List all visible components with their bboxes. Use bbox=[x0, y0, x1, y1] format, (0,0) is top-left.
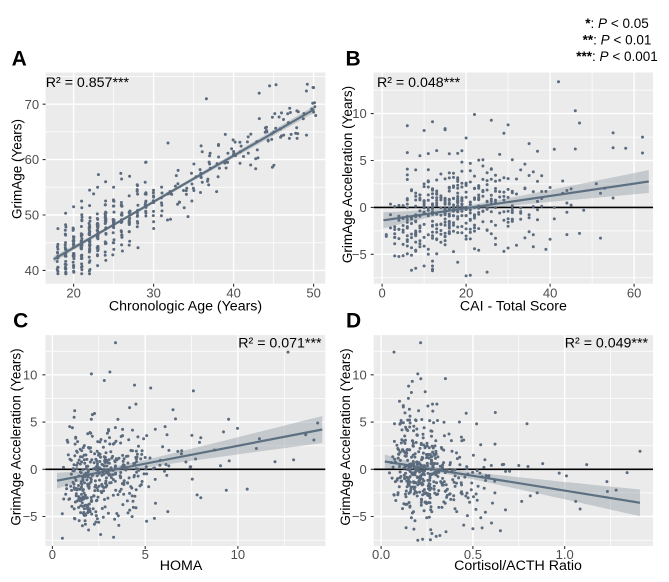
svg-text:−5: −5 bbox=[352, 509, 367, 524]
svg-text:R² = 0.857***: R² = 0.857*** bbox=[46, 75, 130, 91]
svg-text:−5: −5 bbox=[23, 509, 38, 524]
svg-text:30: 30 bbox=[146, 285, 160, 300]
svg-text:60: 60 bbox=[627, 285, 641, 300]
svg-text:50: 50 bbox=[306, 285, 320, 300]
svg-text:0: 0 bbox=[30, 462, 37, 477]
svg-text:C: C bbox=[13, 310, 28, 333]
svg-text:0: 0 bbox=[378, 285, 385, 300]
svg-text:GrimAge Acceleration (Years): GrimAge Acceleration (Years) bbox=[338, 348, 353, 525]
svg-text:5: 5 bbox=[142, 547, 149, 562]
svg-text:A: A bbox=[12, 48, 27, 71]
svg-text:20: 20 bbox=[459, 285, 473, 300]
svg-text:40: 40 bbox=[226, 285, 240, 300]
svg-text:0.0: 0.0 bbox=[372, 547, 390, 562]
svg-text:Chronologic Age (Years): Chronologic Age (Years) bbox=[109, 299, 262, 315]
svg-text:10: 10 bbox=[231, 547, 245, 562]
svg-text:40: 40 bbox=[25, 263, 39, 278]
svg-text:10: 10 bbox=[352, 106, 366, 121]
svg-text:5: 5 bbox=[30, 415, 37, 430]
svg-text:70: 70 bbox=[25, 97, 39, 112]
svg-text:50: 50 bbox=[25, 208, 39, 223]
svg-text:B: B bbox=[346, 48, 361, 71]
svg-text:0.5: 0.5 bbox=[464, 547, 482, 562]
svg-text:**: P < 0.01: **: P < 0.01 bbox=[583, 33, 652, 48]
svg-text:GrimAge Acceleration (Years): GrimAge Acceleration (Years) bbox=[340, 86, 355, 263]
svg-text:60: 60 bbox=[25, 152, 39, 167]
svg-text:0: 0 bbox=[49, 547, 56, 562]
svg-text:5: 5 bbox=[359, 415, 366, 430]
svg-text:10: 10 bbox=[352, 367, 366, 382]
svg-text:5: 5 bbox=[359, 153, 366, 168]
svg-text:0: 0 bbox=[359, 200, 366, 215]
svg-text:GrimAge Acceleration (Years): GrimAge Acceleration (Years) bbox=[9, 348, 24, 525]
svg-text:GrimAge (Years): GrimAge (Years) bbox=[10, 119, 25, 219]
svg-text:HOMA: HOMA bbox=[160, 558, 203, 574]
svg-text:CAI - Total Score: CAI - Total Score bbox=[460, 299, 567, 315]
svg-text:D: D bbox=[346, 310, 361, 333]
svg-text:1.0: 1.0 bbox=[556, 547, 574, 562]
svg-text:0: 0 bbox=[359, 462, 366, 477]
svg-text:*: P < 0.05: *: P < 0.05 bbox=[585, 16, 648, 31]
svg-text:−5: −5 bbox=[352, 247, 367, 262]
svg-text:R² = 0.049***: R² = 0.049*** bbox=[565, 336, 649, 352]
svg-text:20: 20 bbox=[66, 285, 80, 300]
svg-text:40: 40 bbox=[543, 285, 557, 300]
svg-text:Cortisol/ACTH Ratio: Cortisol/ACTH Ratio bbox=[454, 558, 582, 574]
svg-text:R² = 0.071***: R² = 0.071*** bbox=[238, 336, 322, 352]
svg-text:***: P < 0.001: ***: P < 0.001 bbox=[576, 49, 657, 64]
svg-text:R² = 0.048***: R² = 0.048*** bbox=[377, 75, 461, 91]
svg-text:10: 10 bbox=[23, 367, 37, 382]
